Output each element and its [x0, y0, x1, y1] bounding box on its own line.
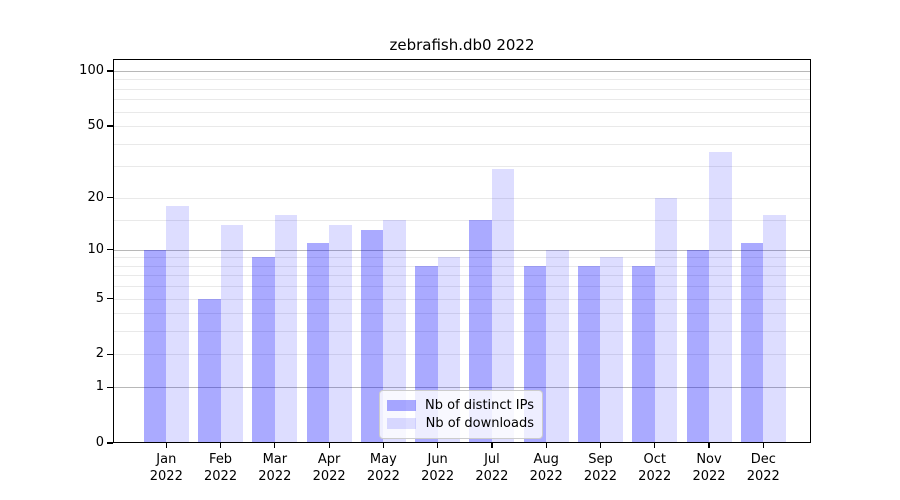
bar-downloads-mar — [274, 214, 298, 443]
gridline-y-3 — [114, 331, 810, 333]
x-tick-label-aug: Aug 2022 — [529, 452, 563, 484]
bar-downloads-apr — [329, 224, 352, 443]
chart-title: zebrafish.db0 2022 — [389, 36, 535, 54]
gridline-y-2 — [114, 354, 810, 356]
bar-distinct-ips-jul — [469, 219, 492, 443]
gridline-y-80 — [114, 88, 810, 90]
y-tick-mark-100 — [107, 70, 113, 72]
x-tick-mark-sep — [599, 443, 602, 448]
gridline-y-5 — [114, 298, 810, 300]
x-tick-label-nov: Nov 2022 — [692, 452, 726, 484]
y-tick-label-1: 1 — [95, 379, 104, 395]
bar-distinct-ips-mar — [252, 257, 275, 443]
bar-distinct-ips-jan — [143, 249, 167, 443]
y-tick-mark-50 — [107, 125, 113, 127]
bar-downloads-may — [383, 219, 406, 443]
bar-downloads-dec — [763, 214, 786, 443]
x-tick-label-mar: Mar 2022 — [258, 452, 292, 484]
y-tick-label-0: 0 — [95, 435, 104, 450]
bar-downloads-feb — [220, 224, 244, 443]
gridline-y-6 — [114, 286, 810, 288]
y-tick-label-20: 20 — [87, 189, 104, 205]
gridline-y-50 — [114, 126, 810, 128]
y-tick-label-5: 5 — [95, 290, 104, 306]
gridline-y-20 — [114, 197, 810, 199]
bar-downloads-nov — [709, 151, 732, 443]
legend-item-downloads: Nb of downloads — [387, 415, 534, 432]
legend-item-distinct-ips: Nb of distinct IPs — [387, 397, 534, 414]
bar-downloads-jan — [166, 205, 189, 443]
x-tick-mark-oct — [654, 443, 656, 448]
x-tick-mark-jul — [491, 443, 493, 448]
bar-downloads-aug — [546, 249, 569, 443]
x-tick-mark-dec — [762, 443, 764, 448]
x-tick-label-feb: Feb 2022 — [204, 452, 238, 484]
bar-distinct-ips-feb — [198, 298, 221, 443]
y-tick-label-100: 100 — [79, 62, 104, 78]
gridline-y-4 — [114, 313, 810, 315]
x-tick-mark-aug — [545, 443, 547, 448]
bar-distinct-ips-apr — [306, 242, 330, 443]
x-tick-mark-mar — [274, 443, 276, 448]
legend-swatch-distinct-ips — [387, 400, 416, 411]
legend-label-downloads: Nb of downloads — [425, 416, 534, 431]
x-tick-label-oct: Oct 2022 — [638, 452, 672, 484]
x-tick-label-jul: Jul 2022 — [475, 452, 509, 484]
legend: Nb of distinct IPs Nb of downloads — [379, 390, 543, 439]
x-tick-label-sep: Sep 2022 — [583, 452, 617, 484]
gridline-y-7 — [114, 275, 810, 277]
y-tick-mark-2 — [107, 353, 113, 356]
gridline-y-30 — [114, 166, 810, 168]
x-tick-mark-feb — [219, 443, 222, 448]
x-tick-mark-apr — [328, 443, 330, 448]
x-tick-label-jan: Jan 2022 — [149, 452, 183, 484]
gridline-y-100 — [114, 70, 810, 72]
gridline-y-1 — [114, 387, 810, 389]
x-tick-label-may: May 2022 — [366, 452, 400, 484]
y-tick-mark-1 — [107, 386, 113, 388]
x-tick-label-jun: Jun 2022 — [421, 452, 455, 484]
bar-distinct-ips-nov — [686, 249, 709, 443]
y-tick-label-50: 50 — [87, 118, 104, 134]
bar-distinct-ips-dec — [740, 242, 764, 443]
legend-swatch-downloads — [387, 418, 416, 429]
bar-downloads-sep — [600, 257, 623, 443]
x-tick-mark-may — [382, 443, 384, 448]
legend-label-distinct-ips: Nb of distinct IPs — [425, 398, 534, 413]
y-tick-mark-20 — [107, 196, 113, 199]
gridline-y-15 — [114, 219, 810, 221]
y-tick-mark-0 — [107, 442, 113, 444]
gridline-y-70 — [114, 99, 810, 101]
x-tick-mark-nov — [708, 443, 710, 448]
x-tick-label-dec: Dec 2022 — [746, 452, 780, 484]
y-tick-mark-5 — [107, 297, 113, 300]
x-tick-label-apr: Apr 2022 — [312, 452, 346, 484]
gridline-y-40 — [114, 143, 810, 145]
y-tick-label-10: 10 — [87, 241, 104, 257]
plot-frame — [113, 59, 811, 443]
gridline-y-10 — [114, 249, 810, 251]
gridline-y-8 — [114, 265, 810, 267]
bar-distinct-ips-may — [360, 230, 384, 443]
bar-distinct-ips-sep — [577, 265, 601, 443]
x-tick-mark-jun — [437, 443, 439, 448]
y-tick-mark-10 — [107, 249, 113, 251]
bar-distinct-ips-oct — [632, 265, 655, 443]
bar-downloads-jul — [491, 168, 515, 443]
bar-downloads-oct — [654, 197, 678, 443]
gridline-y-9 — [114, 257, 810, 259]
gridline-y-90 — [114, 79, 810, 81]
y-tick-label-2: 2 — [95, 346, 104, 362]
gridline-y-60 — [114, 111, 810, 113]
x-tick-mark-jan — [165, 443, 167, 448]
